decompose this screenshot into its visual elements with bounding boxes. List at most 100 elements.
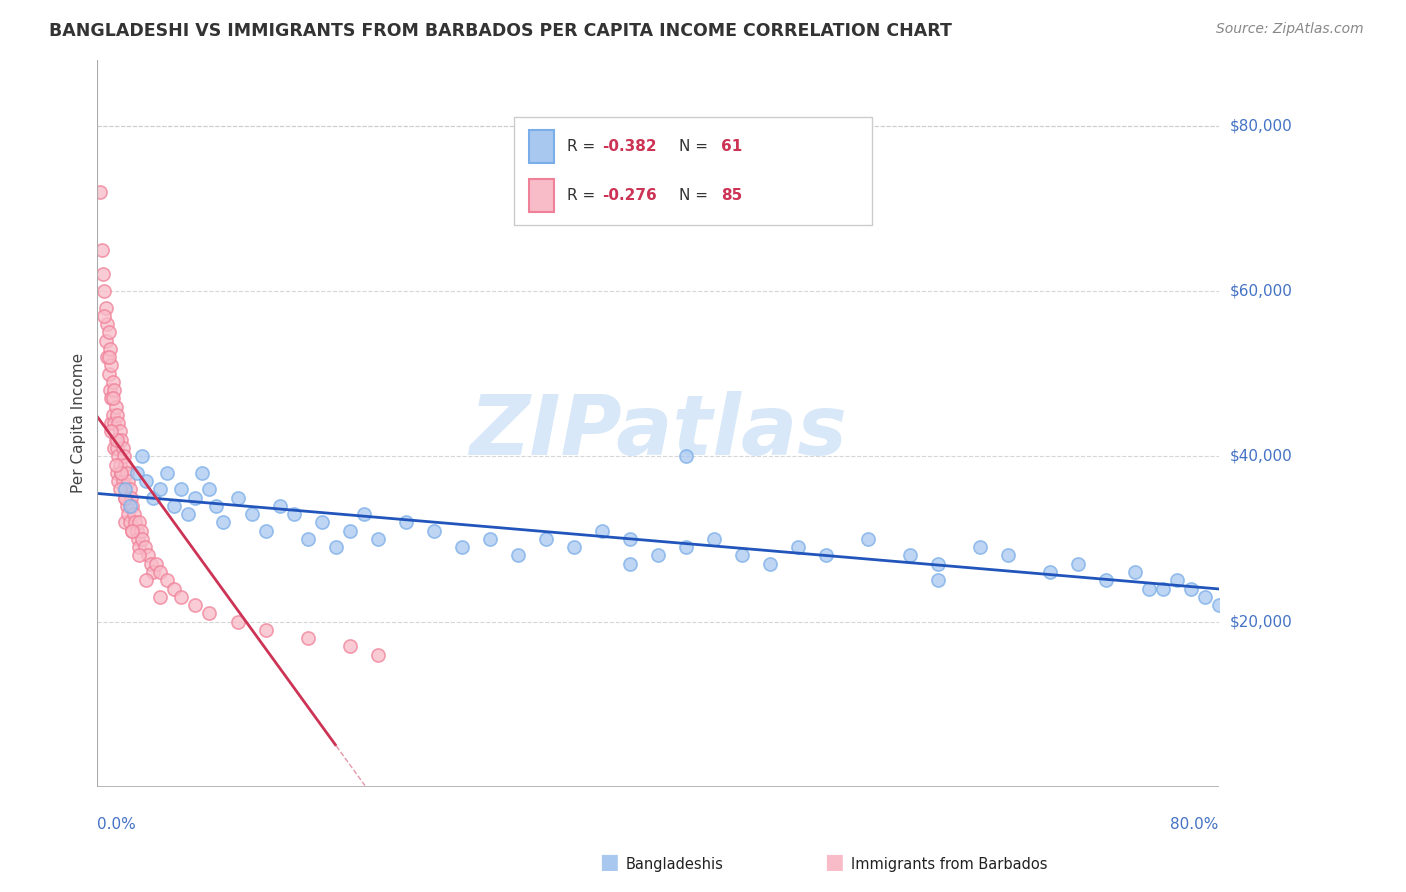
Point — [163, 499, 186, 513]
Point — [1208, 598, 1230, 612]
Point — [107, 450, 129, 464]
Point — [107, 474, 129, 488]
Point — [136, 549, 159, 563]
Point — [105, 466, 128, 480]
Point — [353, 507, 375, 521]
Point — [131, 450, 153, 464]
Bar — [529, 179, 554, 212]
Point — [90, 243, 112, 257]
Text: 85: 85 — [721, 188, 742, 203]
Point — [297, 631, 319, 645]
Text: $80,000: $80,000 — [1230, 119, 1292, 133]
Point — [114, 458, 136, 472]
Text: N =: N = — [679, 188, 713, 203]
Point — [105, 433, 128, 447]
Point — [534, 532, 557, 546]
Point — [110, 433, 132, 447]
Point — [120, 491, 142, 505]
Point — [184, 598, 207, 612]
Point — [100, 392, 122, 406]
Point — [858, 532, 880, 546]
Point — [311, 516, 333, 530]
Point — [98, 383, 121, 397]
Point — [128, 540, 150, 554]
Point — [254, 524, 277, 538]
Point — [115, 499, 138, 513]
Point — [226, 615, 249, 629]
Point — [170, 483, 193, 497]
Point — [97, 350, 120, 364]
Point — [111, 441, 134, 455]
Text: Immigrants from Barbados: Immigrants from Barbados — [851, 857, 1047, 872]
FancyBboxPatch shape — [513, 118, 872, 225]
Point — [122, 507, 145, 521]
Point — [1194, 590, 1216, 604]
Text: 80.0%: 80.0% — [1170, 817, 1219, 832]
Point — [110, 466, 132, 480]
Point — [105, 408, 128, 422]
Point — [149, 590, 172, 604]
Point — [107, 416, 129, 430]
Text: -0.276: -0.276 — [602, 188, 657, 203]
Text: $20,000: $20,000 — [1230, 614, 1292, 629]
Point — [98, 342, 121, 356]
Point — [103, 383, 125, 397]
Point — [450, 540, 472, 554]
Point — [142, 491, 165, 505]
Point — [675, 450, 697, 464]
Point — [240, 507, 263, 521]
Point — [108, 458, 131, 472]
Point — [283, 507, 305, 521]
Point — [170, 590, 193, 604]
Point — [134, 540, 156, 554]
Point — [145, 557, 167, 571]
Point — [395, 516, 418, 530]
Point — [997, 549, 1019, 563]
Point — [93, 309, 115, 323]
Point — [815, 549, 838, 563]
Point — [96, 317, 118, 331]
Point — [135, 573, 157, 587]
Point — [139, 557, 162, 571]
Point — [703, 532, 725, 546]
Point — [103, 416, 125, 430]
Point — [127, 532, 149, 546]
Text: 61: 61 — [721, 139, 742, 154]
Point — [731, 549, 754, 563]
Point — [96, 350, 118, 364]
Point — [562, 540, 585, 554]
Point — [1152, 582, 1174, 596]
Point — [121, 524, 143, 538]
Point — [212, 516, 235, 530]
Point — [128, 516, 150, 530]
Point — [149, 483, 172, 497]
Text: ZIPatlas: ZIPatlas — [470, 391, 846, 472]
Text: N =: N = — [679, 139, 713, 154]
Point — [191, 466, 214, 480]
Point — [100, 425, 122, 439]
Point — [89, 185, 111, 199]
Point — [1180, 582, 1202, 596]
Point — [1137, 582, 1160, 596]
Point — [619, 532, 641, 546]
Point — [115, 466, 138, 480]
Point — [898, 549, 921, 563]
Point — [1095, 573, 1118, 587]
Text: -0.382: -0.382 — [602, 139, 657, 154]
Text: BANGLADESHI VS IMMIGRANTS FROM BARBADOS PER CAPITA INCOME CORRELATION CHART: BANGLADESHI VS IMMIGRANTS FROM BARBADOS … — [49, 22, 952, 40]
Point — [91, 268, 114, 282]
Point — [124, 516, 146, 530]
Point — [339, 640, 361, 654]
Point — [114, 483, 136, 497]
Point — [101, 375, 124, 389]
Text: R =: R = — [567, 139, 600, 154]
Text: ■: ■ — [824, 853, 844, 872]
Point — [339, 524, 361, 538]
Point — [927, 557, 949, 571]
Text: $40,000: $40,000 — [1230, 449, 1292, 464]
Point — [121, 524, 143, 538]
Point — [787, 540, 810, 554]
Point — [100, 416, 122, 430]
Text: R =: R = — [567, 188, 600, 203]
Point — [111, 474, 134, 488]
